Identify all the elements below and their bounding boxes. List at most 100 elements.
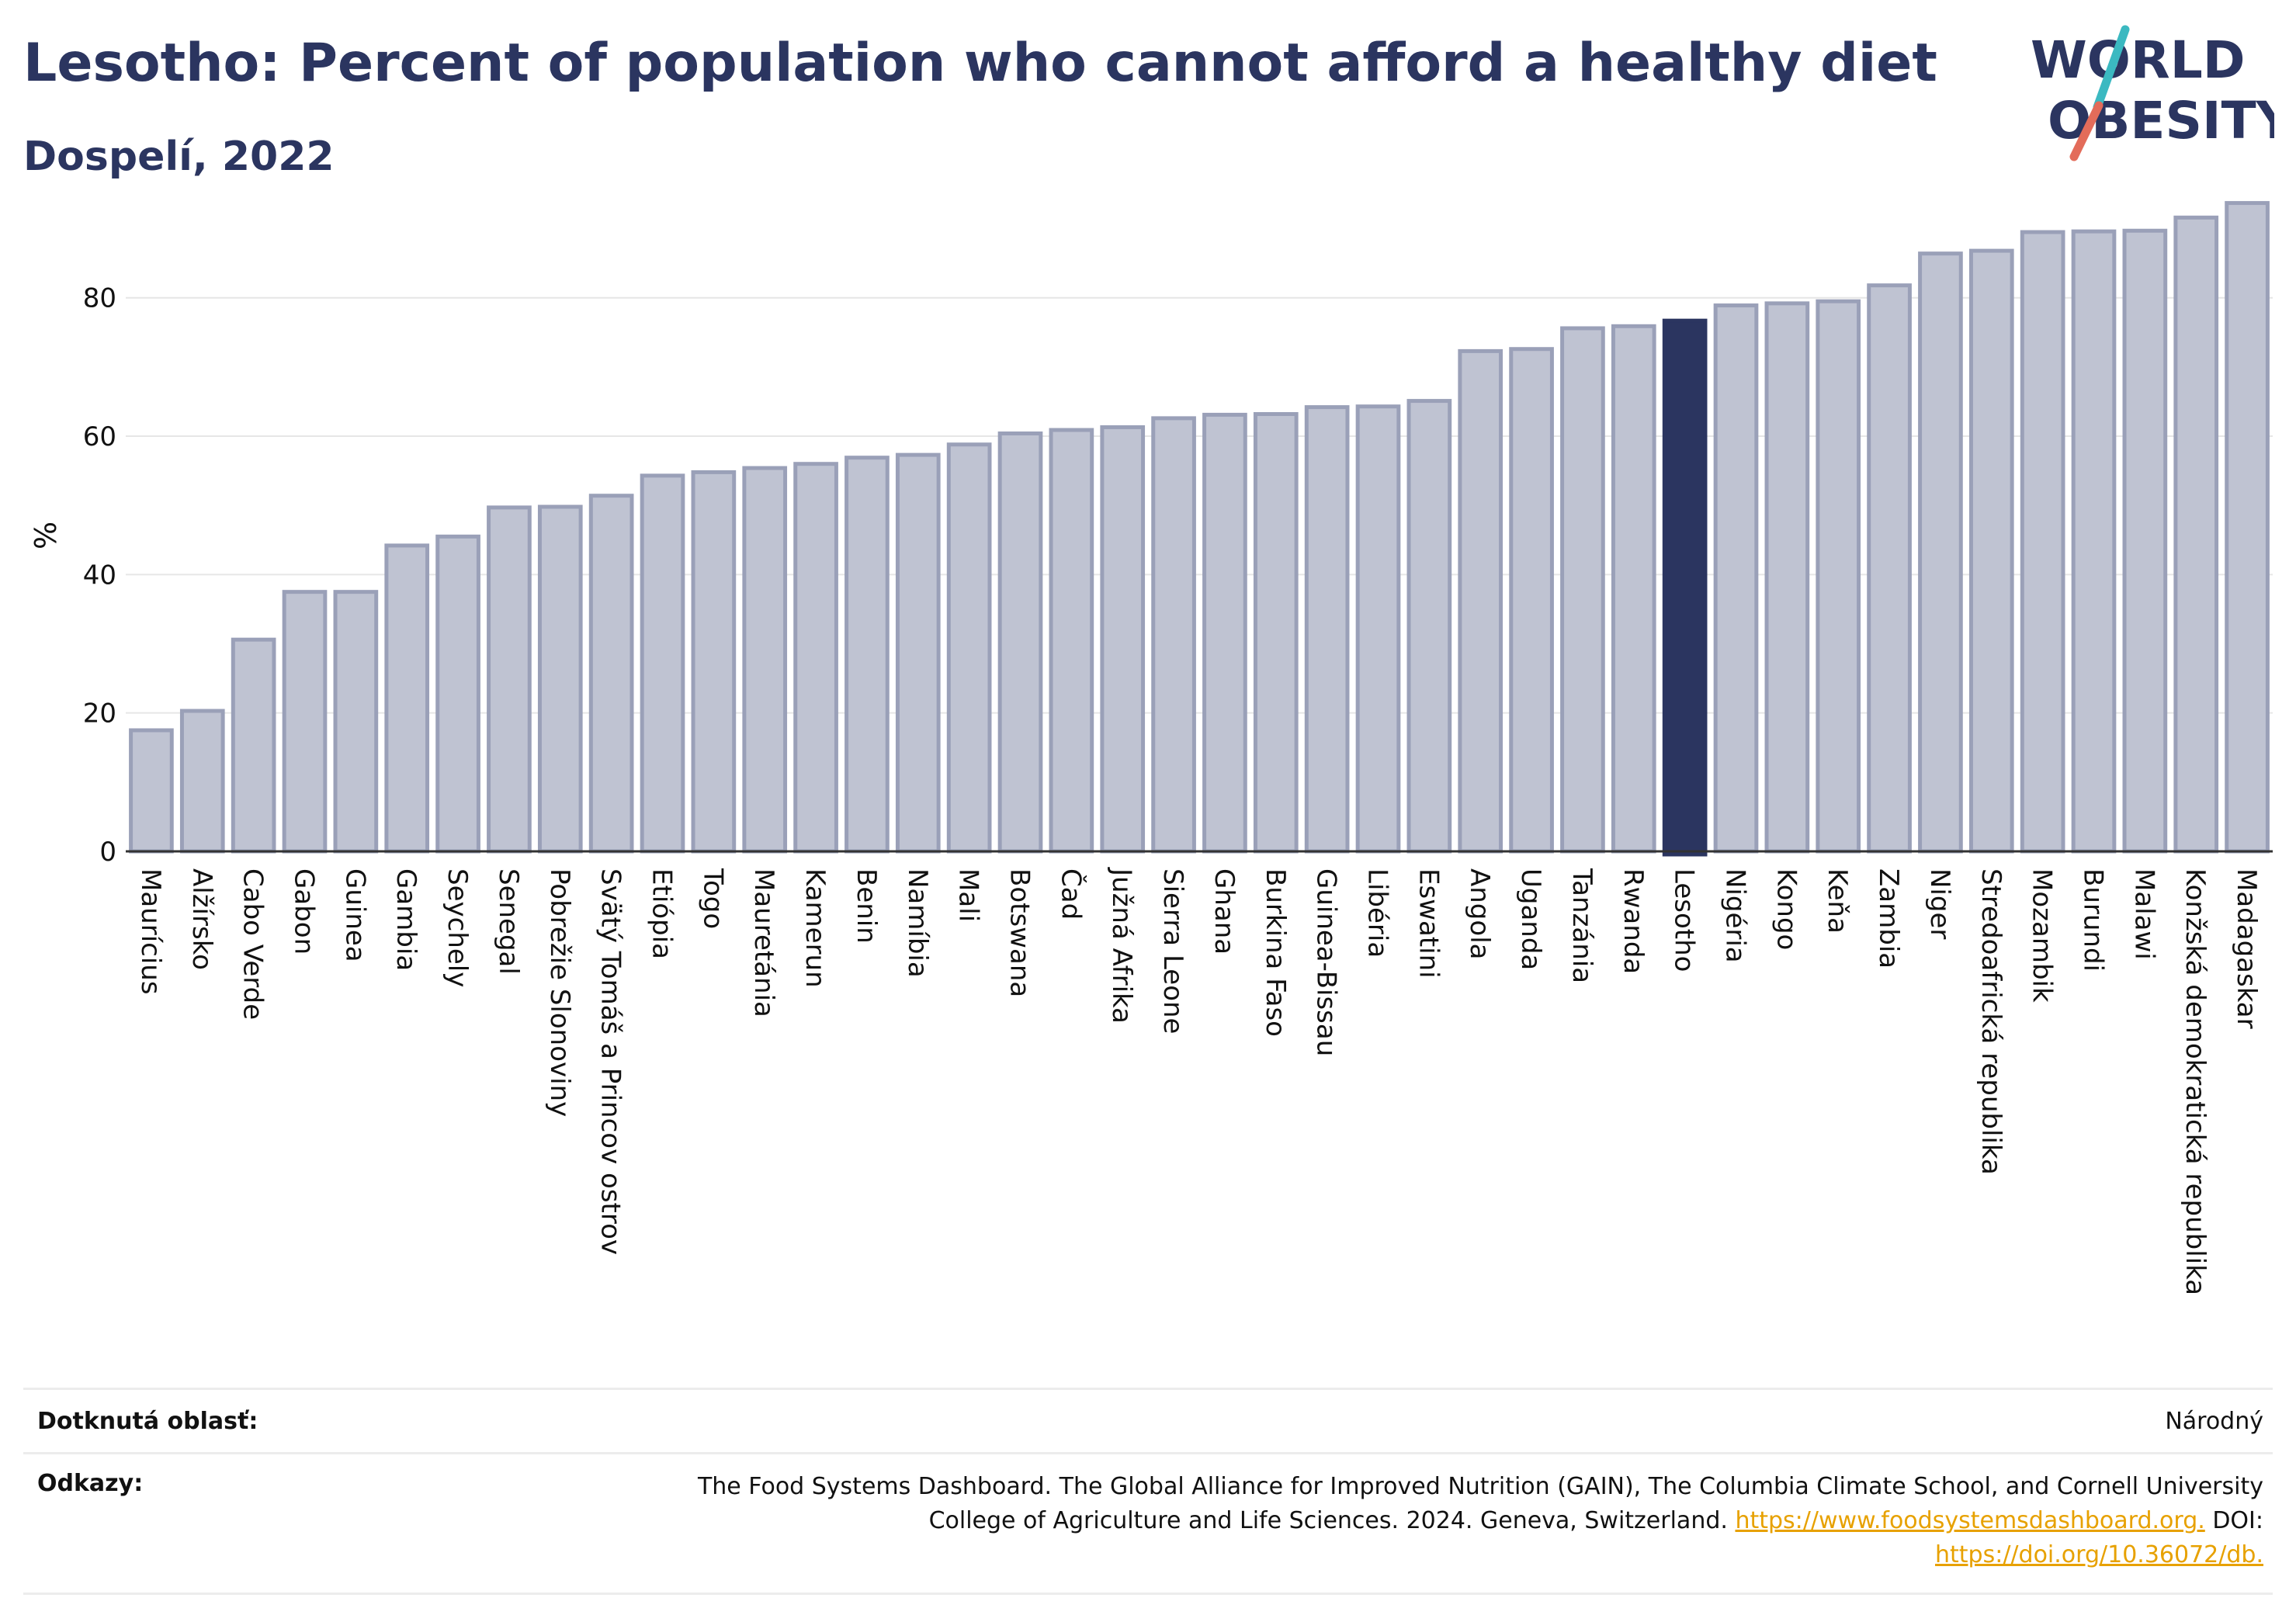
x-tick-label: Rwanda bbox=[1618, 868, 1649, 974]
world-obesity-logo: WORLD OBESITY bbox=[2018, 23, 2274, 163]
bar-Madagaskar[interactable] bbox=[2225, 201, 2270, 854]
logo-line1: WORLD bbox=[2031, 30, 2246, 90]
x-tick-label: Gambia bbox=[390, 868, 421, 971]
x-tick-label: Alžírsko bbox=[186, 868, 217, 970]
logo-graphic: WORLD OBESITY bbox=[2031, 25, 2274, 161]
doi-label: DOI: bbox=[2212, 1507, 2263, 1534]
bar-Mozambik[interactable] bbox=[2020, 230, 2065, 854]
x-tick-label: Gabon bbox=[289, 868, 320, 955]
bar-Alžírsko[interactable] bbox=[179, 709, 225, 854]
bar-Kamerun[interactable] bbox=[793, 462, 838, 854]
x-tick-label: Cabo Verde bbox=[238, 868, 269, 1020]
x-tick-label: Mauretánia bbox=[748, 868, 779, 1017]
bar-Rwanda[interactable] bbox=[1611, 324, 1656, 854]
bar-Burkina Faso[interactable] bbox=[1253, 412, 1299, 854]
x-tick-label: Uganda bbox=[1515, 868, 1546, 970]
x-tick-label: Zambia bbox=[1873, 868, 1904, 969]
x-tick-label: Pobrežie Slonoviny bbox=[544, 868, 575, 1117]
bar-Mali[interactable] bbox=[946, 442, 992, 854]
x-tick-label: Mozambik bbox=[2027, 868, 2058, 1003]
bars-layer bbox=[129, 201, 2270, 857]
x-tick-label: Madagaskar bbox=[2231, 868, 2262, 1029]
x-tick-label: Botswana bbox=[1004, 868, 1035, 997]
dashboard-link[interactable]: https://www.foodsystemsdashboard.org. bbox=[1735, 1507, 2205, 1534]
bar-Stredoafrická republika[interactable] bbox=[1968, 248, 2014, 854]
bar-Lesotho[interactable] bbox=[1662, 318, 1708, 857]
bar-Čad[interactable] bbox=[1049, 428, 1094, 854]
x-tick-label: Konžská demokratická republika bbox=[2180, 868, 2211, 1295]
bar-Nigéria[interactable] bbox=[1713, 303, 1759, 854]
x-tick-label: Senegal bbox=[493, 868, 524, 975]
bar-Etiópia[interactable] bbox=[640, 473, 685, 854]
x-tick-label: Ghana bbox=[1209, 868, 1240, 955]
bar-Gabon[interactable] bbox=[282, 590, 328, 854]
bar-Cabo Verde[interactable] bbox=[231, 637, 276, 854]
x-tick-label: Guinea bbox=[339, 868, 370, 962]
bar-Maurícius[interactable] bbox=[129, 728, 174, 854]
x-tick-label: Čad bbox=[1055, 868, 1087, 920]
refs-line3: https://doi.org/10.36072/db. bbox=[698, 1538, 2263, 1572]
bar-Guinea-Bissau[interactable] bbox=[1304, 405, 1350, 854]
y-tick-label: 60 bbox=[83, 421, 116, 452]
bar-Togo[interactable] bbox=[691, 470, 737, 854]
axis-layer: 0 20 40 60 80 Maurícius Alžírsko Cabo Verde Gabo… bbox=[83, 283, 2273, 1295]
bar-Eswatini[interactable] bbox=[1406, 399, 1452, 854]
refs-line1: The Food Systems Dashboard. The Global A… bbox=[697, 1473, 2263, 1500]
x-tick-label: Malawi bbox=[2128, 868, 2159, 960]
bar-Guinea[interactable] bbox=[333, 590, 379, 854]
x-tick-label: Nigéria bbox=[1720, 868, 1751, 963]
x-tick-label: Sierra Leone bbox=[1157, 868, 1188, 1034]
bar-Senegal[interactable] bbox=[487, 505, 532, 854]
area-label: Dotknutá oblasť: bbox=[37, 1407, 258, 1435]
bar-Tanzánia[interactable] bbox=[1560, 326, 1605, 854]
bar-Benin[interactable] bbox=[845, 456, 890, 854]
x-tick-label: Keňa bbox=[1822, 868, 1853, 934]
bar-Pobrežie Slonoviny[interactable] bbox=[537, 504, 583, 854]
refs-line2: College of Agriculture and Life Sciences… bbox=[928, 1507, 1728, 1534]
footer-area-row: Dotknutá oblasť: Národný bbox=[23, 1388, 2273, 1452]
y-tick-label: 80 bbox=[83, 283, 116, 314]
bar-Južná Afrika[interactable] bbox=[1100, 425, 1146, 854]
x-tick-label: Benin bbox=[851, 868, 882, 944]
bar-Burundi[interactable] bbox=[2071, 229, 2117, 854]
x-tick-label: Kamerun bbox=[799, 868, 831, 988]
bar-Mauretánia[interactable] bbox=[742, 466, 788, 854]
bar-Zambia[interactable] bbox=[1867, 283, 1912, 854]
x-tick-label: Libéria bbox=[1362, 868, 1393, 958]
x-tick-label: Guinea-Bissau bbox=[1311, 868, 1342, 1056]
x-tick-label: Tanzánia bbox=[1566, 868, 1597, 983]
bar-Malawi[interactable] bbox=[2122, 228, 2168, 854]
bar-Sierra Leone[interactable] bbox=[1151, 416, 1196, 854]
area-value: Národný bbox=[2165, 1407, 2263, 1435]
bar-Botswana[interactable] bbox=[997, 431, 1043, 854]
bar-Namíbia[interactable] bbox=[895, 452, 941, 854]
bar-Libéria[interactable] bbox=[1355, 404, 1401, 854]
bar-Angola[interactable] bbox=[1458, 348, 1503, 854]
x-tick-label: Eswatini bbox=[1413, 868, 1444, 979]
x-tick-label: Togo bbox=[697, 868, 728, 929]
x-tick-label: Seychely bbox=[442, 868, 473, 987]
x-tick-label: Mali bbox=[953, 868, 984, 922]
footer-refs-row: Odkazy: The Food Systems Dashboard. The … bbox=[23, 1452, 2273, 1595]
chart-subtitle: Dospelí, 2022 bbox=[23, 133, 335, 180]
logo-slash-top bbox=[2093, 25, 2130, 112]
bar-Gambia[interactable] bbox=[384, 543, 430, 854]
bar-Svätý Tomáš a Princov ostrov[interactable] bbox=[588, 494, 634, 854]
y-tick-label: 0 bbox=[99, 837, 116, 868]
bar-Keňa[interactable] bbox=[1816, 299, 1861, 854]
doi-link[interactable]: https://doi.org/10.36072/db. bbox=[1935, 1541, 2263, 1568]
bar-Kongo[interactable] bbox=[1764, 301, 1810, 854]
bar-Seychely[interactable] bbox=[435, 534, 480, 854]
bar-Niger[interactable] bbox=[1918, 251, 1963, 854]
refs-line2-wrap: College of Agriculture and Life Sciences… bbox=[698, 1504, 2263, 1538]
bar-Konžská demokratická republika[interactable] bbox=[2173, 215, 2219, 854]
x-tick-label: Svätý Tomáš a Princov ostrov bbox=[595, 868, 626, 1255]
x-tick-label: Burundi bbox=[2078, 868, 2109, 972]
x-tick-label: Južná Afrika bbox=[1106, 867, 1137, 1024]
x-tick-label: Niger bbox=[1924, 868, 1955, 939]
bar-Ghana[interactable] bbox=[1202, 412, 1247, 854]
bar-Uganda[interactable] bbox=[1509, 347, 1554, 854]
x-tick-label: Maurícius bbox=[135, 868, 166, 995]
x-tick-label: Angola bbox=[1464, 868, 1495, 959]
refs-label: Odkazy: bbox=[37, 1470, 144, 1497]
